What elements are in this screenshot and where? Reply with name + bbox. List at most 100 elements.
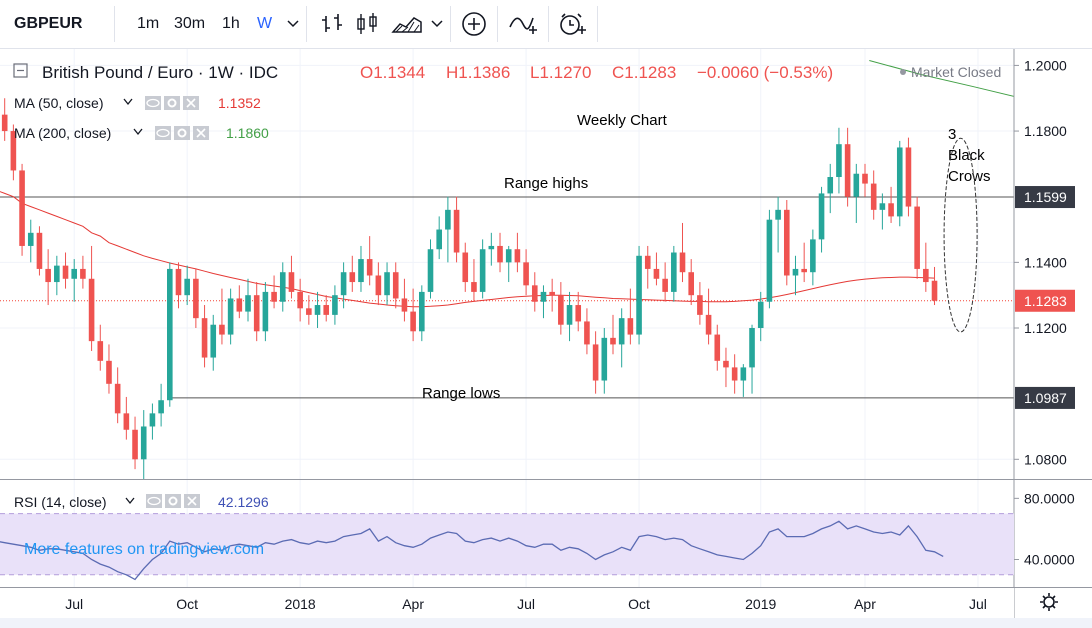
candle-body (323, 305, 330, 315)
candle-body (271, 291, 277, 302)
candle-body (184, 278, 190, 296)
settings-gear-icon[interactable] (174, 126, 190, 140)
promo-link[interactable]: More features on tradingview.com (24, 541, 264, 558)
candle-body (54, 265, 60, 283)
candle-style-icon[interactable] (352, 10, 382, 38)
price-label-text: 1.1283 (1024, 293, 1067, 309)
candle-body (262, 291, 269, 332)
moving-averages (0, 60, 1026, 308)
candle-body (80, 268, 86, 279)
rsi-value: 42.1296 (218, 494, 269, 510)
rsi-label[interactable]: RSI (14, close) (14, 494, 107, 510)
candle-body (140, 426, 147, 460)
candle-body (818, 193, 825, 240)
candle-body (592, 344, 599, 381)
area-style-icon[interactable] (390, 10, 424, 38)
time-tick-label: Jul (969, 596, 987, 612)
legend-ma200-row: MA (200, close) 1.1860 (14, 125, 269, 141)
candle-body (123, 413, 130, 430)
range-lows-label: Range lows (422, 385, 500, 402)
ma50-value: 1.1352 (218, 95, 261, 111)
rsi-band (0, 513, 1014, 575)
legend-low: L1.1270 (530, 63, 591, 82)
remove-x-icon[interactable] (183, 96, 199, 110)
chevron-down-icon[interactable] (286, 10, 300, 38)
candle-body (392, 272, 399, 299)
interval-1m[interactable]: 1m (137, 15, 160, 32)
candle-body (618, 318, 625, 345)
candle-body (1, 114, 8, 132)
candle-body (627, 318, 634, 335)
ma50-label[interactable]: MA (50, close) (14, 95, 103, 111)
candle-body (914, 206, 920, 269)
candle-body (306, 308, 312, 315)
visibility-eye-icon[interactable] (145, 96, 161, 110)
candle-body (193, 278, 199, 319)
rsi-legend: RSI (14, close) 42.1296 (14, 494, 269, 510)
candle-body (88, 278, 95, 342)
ma50-line (0, 191, 935, 308)
candle-body (862, 173, 868, 184)
candle-body (158, 400, 164, 414)
ma200-label[interactable]: MA (200, close) (14, 125, 111, 141)
candle-body (419, 291, 425, 332)
main-pane[interactable] (0, 49, 1014, 479)
compare-plus-icon[interactable] (460, 10, 488, 38)
candle-body (106, 360, 112, 384)
candle-body (575, 305, 582, 322)
crows-label: Black (948, 147, 985, 164)
candle-body (297, 291, 303, 309)
time-tick-label: Jul (517, 596, 535, 612)
indicators-icon[interactable] (507, 10, 539, 38)
price-label-box (1015, 386, 1075, 409)
collapse-icon[interactable] (13, 63, 28, 78)
candle-body (896, 147, 903, 217)
toolbar: GBPEUR 1m 30m 1h W (0, 0, 1092, 49)
visibility-eye-icon[interactable] (146, 494, 162, 508)
symbol-search[interactable]: GBPEUR (14, 15, 83, 32)
market-status: Market Closed (911, 64, 1001, 80)
time-tick-label: Jul (65, 596, 83, 612)
interval-30m[interactable]: 30m (174, 15, 206, 32)
price-tick-label: 1.1400 (1024, 254, 1067, 270)
chevron-down-icon[interactable] (133, 128, 143, 136)
toolbar-separator (306, 6, 307, 42)
candle-body (801, 268, 807, 273)
legend-high: H1.1386 (446, 63, 510, 82)
candle-body (566, 305, 573, 325)
settings-gear-icon[interactable] (165, 494, 181, 508)
chevron-down-icon[interactable] (125, 497, 135, 505)
candle-body (679, 252, 686, 273)
price-tick-label: 1.1800 (1024, 123, 1067, 139)
chart-settings-gear-icon[interactable] (1040, 593, 1058, 611)
candle-body (45, 268, 51, 283)
candle-body (384, 272, 390, 296)
candle-body (219, 324, 225, 335)
time-tick-label: Oct (628, 596, 650, 612)
ma200-value: 1.1860 (226, 125, 269, 141)
candle-body (523, 262, 529, 286)
candle-body (488, 245, 495, 250)
remove-x-icon[interactable] (193, 126, 209, 140)
candle-body (245, 295, 251, 312)
chevron-down-icon[interactable] (430, 10, 444, 38)
alert-clock-icon[interactable] (556, 10, 588, 38)
visibility-eye-icon[interactable] (155, 126, 171, 140)
settings-gear-icon[interactable] (164, 96, 180, 110)
candle-body (757, 301, 764, 329)
candle-body (870, 183, 877, 210)
candle-body (497, 245, 503, 263)
interval-1h[interactable]: 1h (222, 15, 240, 32)
time-axis[interactable] (0, 587, 1014, 618)
candle-body (366, 259, 373, 276)
interval-weekly[interactable]: W (257, 15, 273, 32)
candle-body (227, 298, 234, 335)
bar-style-icon[interactable] (318, 10, 348, 38)
price-tick-label: 1.2000 (1024, 57, 1067, 73)
chevron-down-icon[interactable] (123, 98, 133, 106)
remove-x-icon[interactable] (184, 494, 200, 508)
candle-body (349, 272, 356, 283)
candle-body (531, 285, 538, 302)
candle-body (445, 209, 451, 230)
candle-body (19, 170, 25, 246)
